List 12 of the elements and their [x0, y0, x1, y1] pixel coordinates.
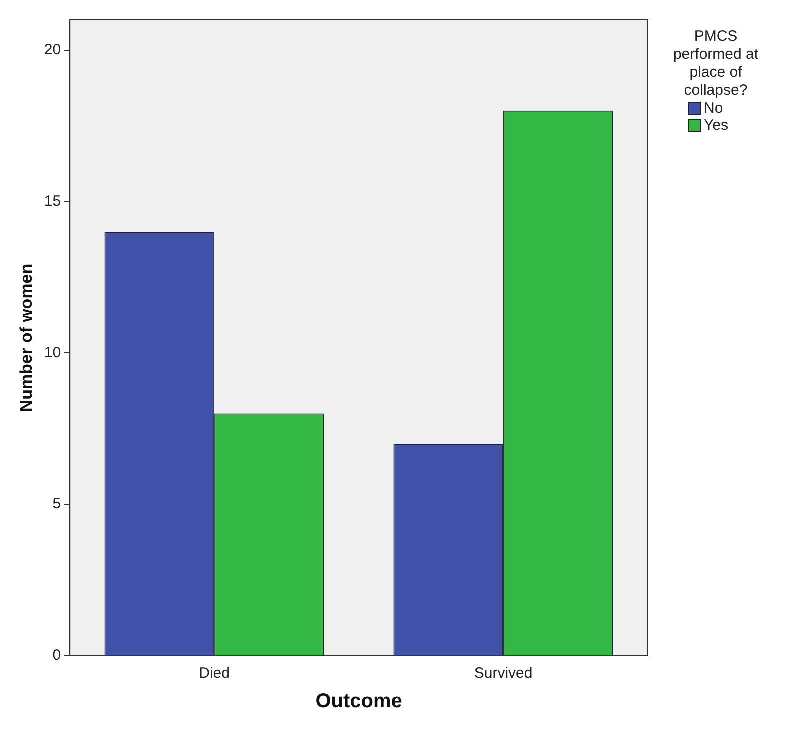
legend-title: PMCS performed at place of collapse?	[672, 28, 760, 100]
legend-label: No	[704, 100, 724, 117]
y-tick-label: 20	[44, 41, 62, 58]
x-tick-label: Died	[199, 665, 230, 682]
y-tick-label: 10	[44, 344, 62, 362]
x-tick-label: Survived	[474, 665, 533, 682]
legend-label: Yes	[704, 117, 728, 134]
y-axis-title: Number of women	[16, 264, 36, 412]
y-tick-label: 15	[44, 192, 62, 210]
y-tick-label: 5	[52, 496, 62, 513]
x-axis-title: Outcome	[316, 690, 402, 713]
y-tick-label: 0	[52, 647, 62, 664]
